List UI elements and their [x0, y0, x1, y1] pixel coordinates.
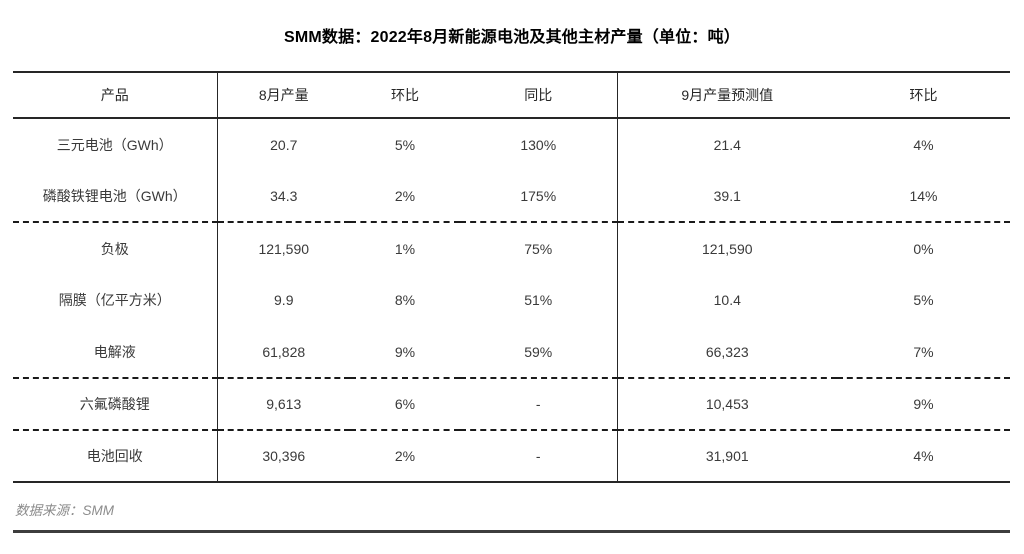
product-cell: 六氟磷酸锂: [13, 378, 218, 431]
table-row: 六氟磷酸锂 9,613 6% -10,453 9%: [13, 378, 1010, 431]
product-cell: 磷酸铁锂电池（GWh）: [13, 170, 218, 223]
header-aug-output: 8月产量: [258, 87, 309, 103]
value-cell: 61,828: [217, 326, 350, 379]
value-cell: 31,901: [705, 448, 749, 464]
value-cell: 39.1: [617, 170, 837, 223]
value-cell: 34.3: [217, 170, 350, 223]
value-cell: 9%: [350, 326, 460, 379]
bottom-divider: [13, 530, 1010, 533]
value-cell: 4%: [913, 448, 934, 464]
value-cell: 9,613: [217, 378, 350, 431]
header-row: 产品 8月产量 环比 同比 9月产量预测值 环比: [13, 72, 1010, 118]
value-cell: 175%: [460, 170, 618, 223]
table-header: 产品 8月产量 环比 同比 9月产量预测值 环比: [13, 72, 1010, 118]
table-row: 电池回收 30,396 2% - 31,901 4%: [13, 430, 1010, 482]
value-cell: 10,453: [617, 378, 837, 431]
product-cell: 电池回收: [13, 430, 218, 482]
value-cell: 9.9: [274, 292, 294, 308]
value-cell: 2%: [350, 170, 460, 223]
header-sep-forecast: 9月产量预测值: [681, 87, 774, 103]
header-mom: 环比: [391, 87, 419, 103]
value-cell: 59%: [460, 326, 618, 379]
product-cell: 负极: [13, 222, 218, 274]
table-body: 三元电池（GWh） 20.7 5% 130% 21.4 4% 磷酸铁锂电池（GWh） 34.3…: [13, 118, 1010, 482]
header-product: 产品: [13, 72, 218, 118]
production-table: 产品 8月产量 环比 同比 9月产量预测值 环比 三元电池（GWh） 20.7 5%…: [13, 71, 1010, 483]
value-cell: 2%: [394, 448, 416, 464]
value-cell: 66,323: [617, 326, 837, 379]
value-cell: -: [460, 378, 618, 431]
value-cell: 7%: [837, 326, 1010, 379]
value-cell: 20.7: [270, 136, 298, 153]
header-sep-mom: 环比: [909, 87, 938, 103]
page-title: SMM数据：2022年8月新能源电池及其他主材产量（单位：吨）: [283, 29, 741, 46]
product-cell: 电解液: [13, 326, 218, 379]
table-row: 三元电池（GWh） 20.7 5% 130% 21.4 4%: [13, 118, 1010, 170]
value-cell: 130%: [460, 118, 618, 170]
value-cell: 75%: [460, 222, 618, 274]
value-cell: 9%: [837, 378, 1010, 431]
value-cell: 6%: [350, 378, 460, 431]
value-cell: -: [460, 430, 618, 482]
table-row: 电解液 61,828 9% 59% 66,323 7%: [13, 326, 1010, 379]
product-cell: 三元电池（GWh）: [13, 118, 218, 170]
value-cell: 5%: [913, 292, 934, 308]
value-cell: 51%: [460, 274, 618, 326]
value-cell: 10.4: [713, 292, 741, 308]
value-cell: 8%: [394, 292, 416, 308]
header-yoy: 同比: [460, 72, 618, 118]
value-cell: 0%: [913, 240, 934, 257]
value-cell: 5%: [394, 136, 416, 153]
value-cell: 121,590: [258, 240, 310, 257]
table-row: 磷酸铁锂电池（GWh） 34.3 2% 175% 39.1 14%: [13, 170, 1010, 223]
product-cell: 隔膜（亿平方米）: [13, 274, 218, 326]
value-cell: 4%: [913, 136, 934, 153]
data-source-note: 数据来源：SMM: [15, 503, 114, 518]
value-cell: 121,590: [701, 240, 753, 257]
table-row: 负极 121,590 1% 75% 121,590 0%: [13, 222, 1010, 274]
value-cell: 1%: [394, 240, 416, 257]
value-cell: 30,396: [262, 448, 306, 464]
value-cell: 14%: [837, 170, 1010, 223]
value-cell: 21.4: [713, 136, 741, 153]
table-row: 隔膜（亿平方米） 9.9 8% 51% 10.4 5%: [13, 274, 1010, 326]
